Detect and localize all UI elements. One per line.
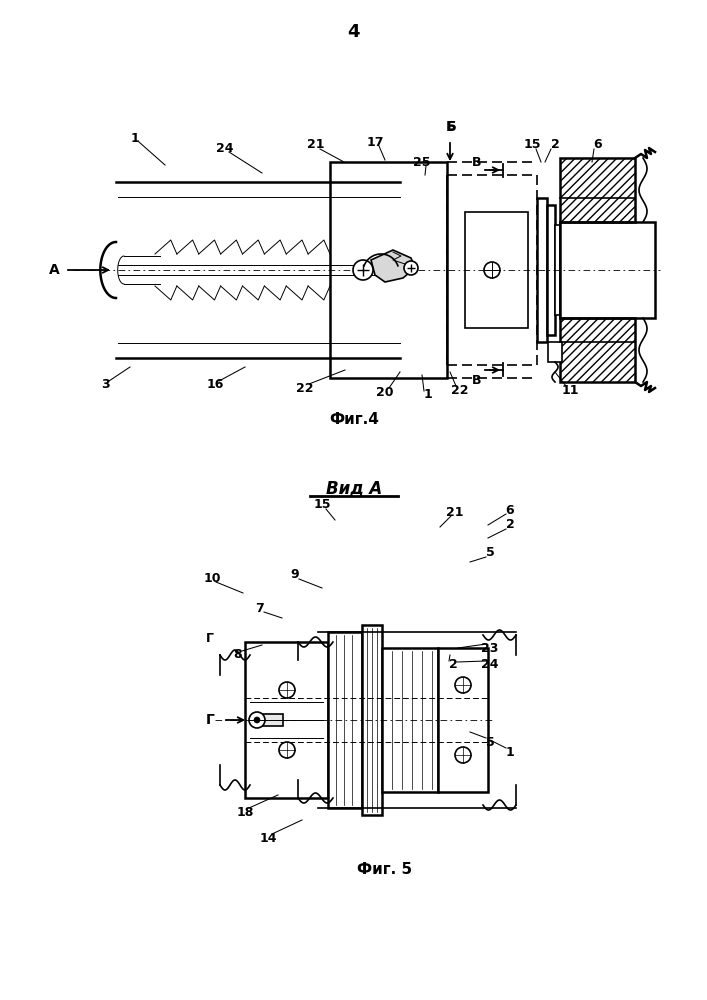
Text: 5: 5 <box>486 736 494 748</box>
Bar <box>245 642 328 798</box>
Text: 10: 10 <box>203 572 221 584</box>
Text: 22: 22 <box>296 381 314 394</box>
Text: 1: 1 <box>423 388 433 401</box>
Bar <box>447 175 537 365</box>
Bar <box>382 648 438 792</box>
Text: А: А <box>49 263 60 277</box>
Text: В: В <box>472 156 481 169</box>
Text: 2: 2 <box>506 518 515 532</box>
Text: 24: 24 <box>216 141 234 154</box>
Bar <box>537 198 547 342</box>
Bar <box>555 225 560 315</box>
Bar <box>560 158 635 382</box>
Text: Фиг.4: Фиг.4 <box>329 412 379 428</box>
Bar <box>465 212 528 328</box>
Text: Г: Г <box>206 632 214 645</box>
Text: Б: Б <box>445 120 456 134</box>
Text: 21: 21 <box>446 506 464 518</box>
Circle shape <box>353 260 373 280</box>
Text: 20: 20 <box>376 385 394 398</box>
Text: 11: 11 <box>561 383 579 396</box>
Text: 5: 5 <box>486 546 494 560</box>
Text: 9: 9 <box>291 568 299 582</box>
Bar <box>328 632 362 808</box>
Text: 4: 4 <box>346 23 359 41</box>
Text: 18: 18 <box>236 806 254 818</box>
Text: 2: 2 <box>551 138 559 151</box>
Text: 2: 2 <box>449 658 457 672</box>
Text: 1: 1 <box>506 746 515 758</box>
Text: 23: 23 <box>481 642 498 654</box>
Bar <box>255 714 283 726</box>
Text: 15: 15 <box>523 138 541 151</box>
Text: 1: 1 <box>131 131 139 144</box>
Text: 24: 24 <box>481 658 498 672</box>
Circle shape <box>455 677 471 693</box>
Bar <box>548 342 562 362</box>
Circle shape <box>254 717 260 723</box>
Polygon shape <box>371 250 415 282</box>
Text: 22: 22 <box>451 383 469 396</box>
Bar <box>330 162 447 378</box>
Text: 25: 25 <box>414 155 431 168</box>
Circle shape <box>404 261 418 275</box>
Text: Вид А: Вид А <box>326 479 382 497</box>
Bar <box>438 648 488 792</box>
Text: 14: 14 <box>259 832 276 844</box>
Circle shape <box>484 262 500 278</box>
Circle shape <box>455 747 471 763</box>
Circle shape <box>279 742 295 758</box>
Text: 6: 6 <box>594 138 602 151</box>
Text: 17: 17 <box>366 135 384 148</box>
Text: 3: 3 <box>100 378 110 391</box>
Text: В: В <box>472 373 481 386</box>
Text: 8: 8 <box>234 648 243 662</box>
Bar <box>362 625 382 815</box>
Text: 15: 15 <box>313 498 331 512</box>
Text: 21: 21 <box>308 138 325 151</box>
Bar <box>560 222 655 318</box>
Circle shape <box>249 712 265 728</box>
Text: Г: Г <box>206 713 215 727</box>
Circle shape <box>279 682 295 698</box>
Text: Б: Б <box>448 119 457 132</box>
Bar <box>547 205 555 335</box>
Text: 6: 6 <box>506 504 514 516</box>
Text: Фиг. 5: Фиг. 5 <box>358 862 413 878</box>
Text: 7: 7 <box>256 601 264 614</box>
Text: 16: 16 <box>206 378 223 391</box>
